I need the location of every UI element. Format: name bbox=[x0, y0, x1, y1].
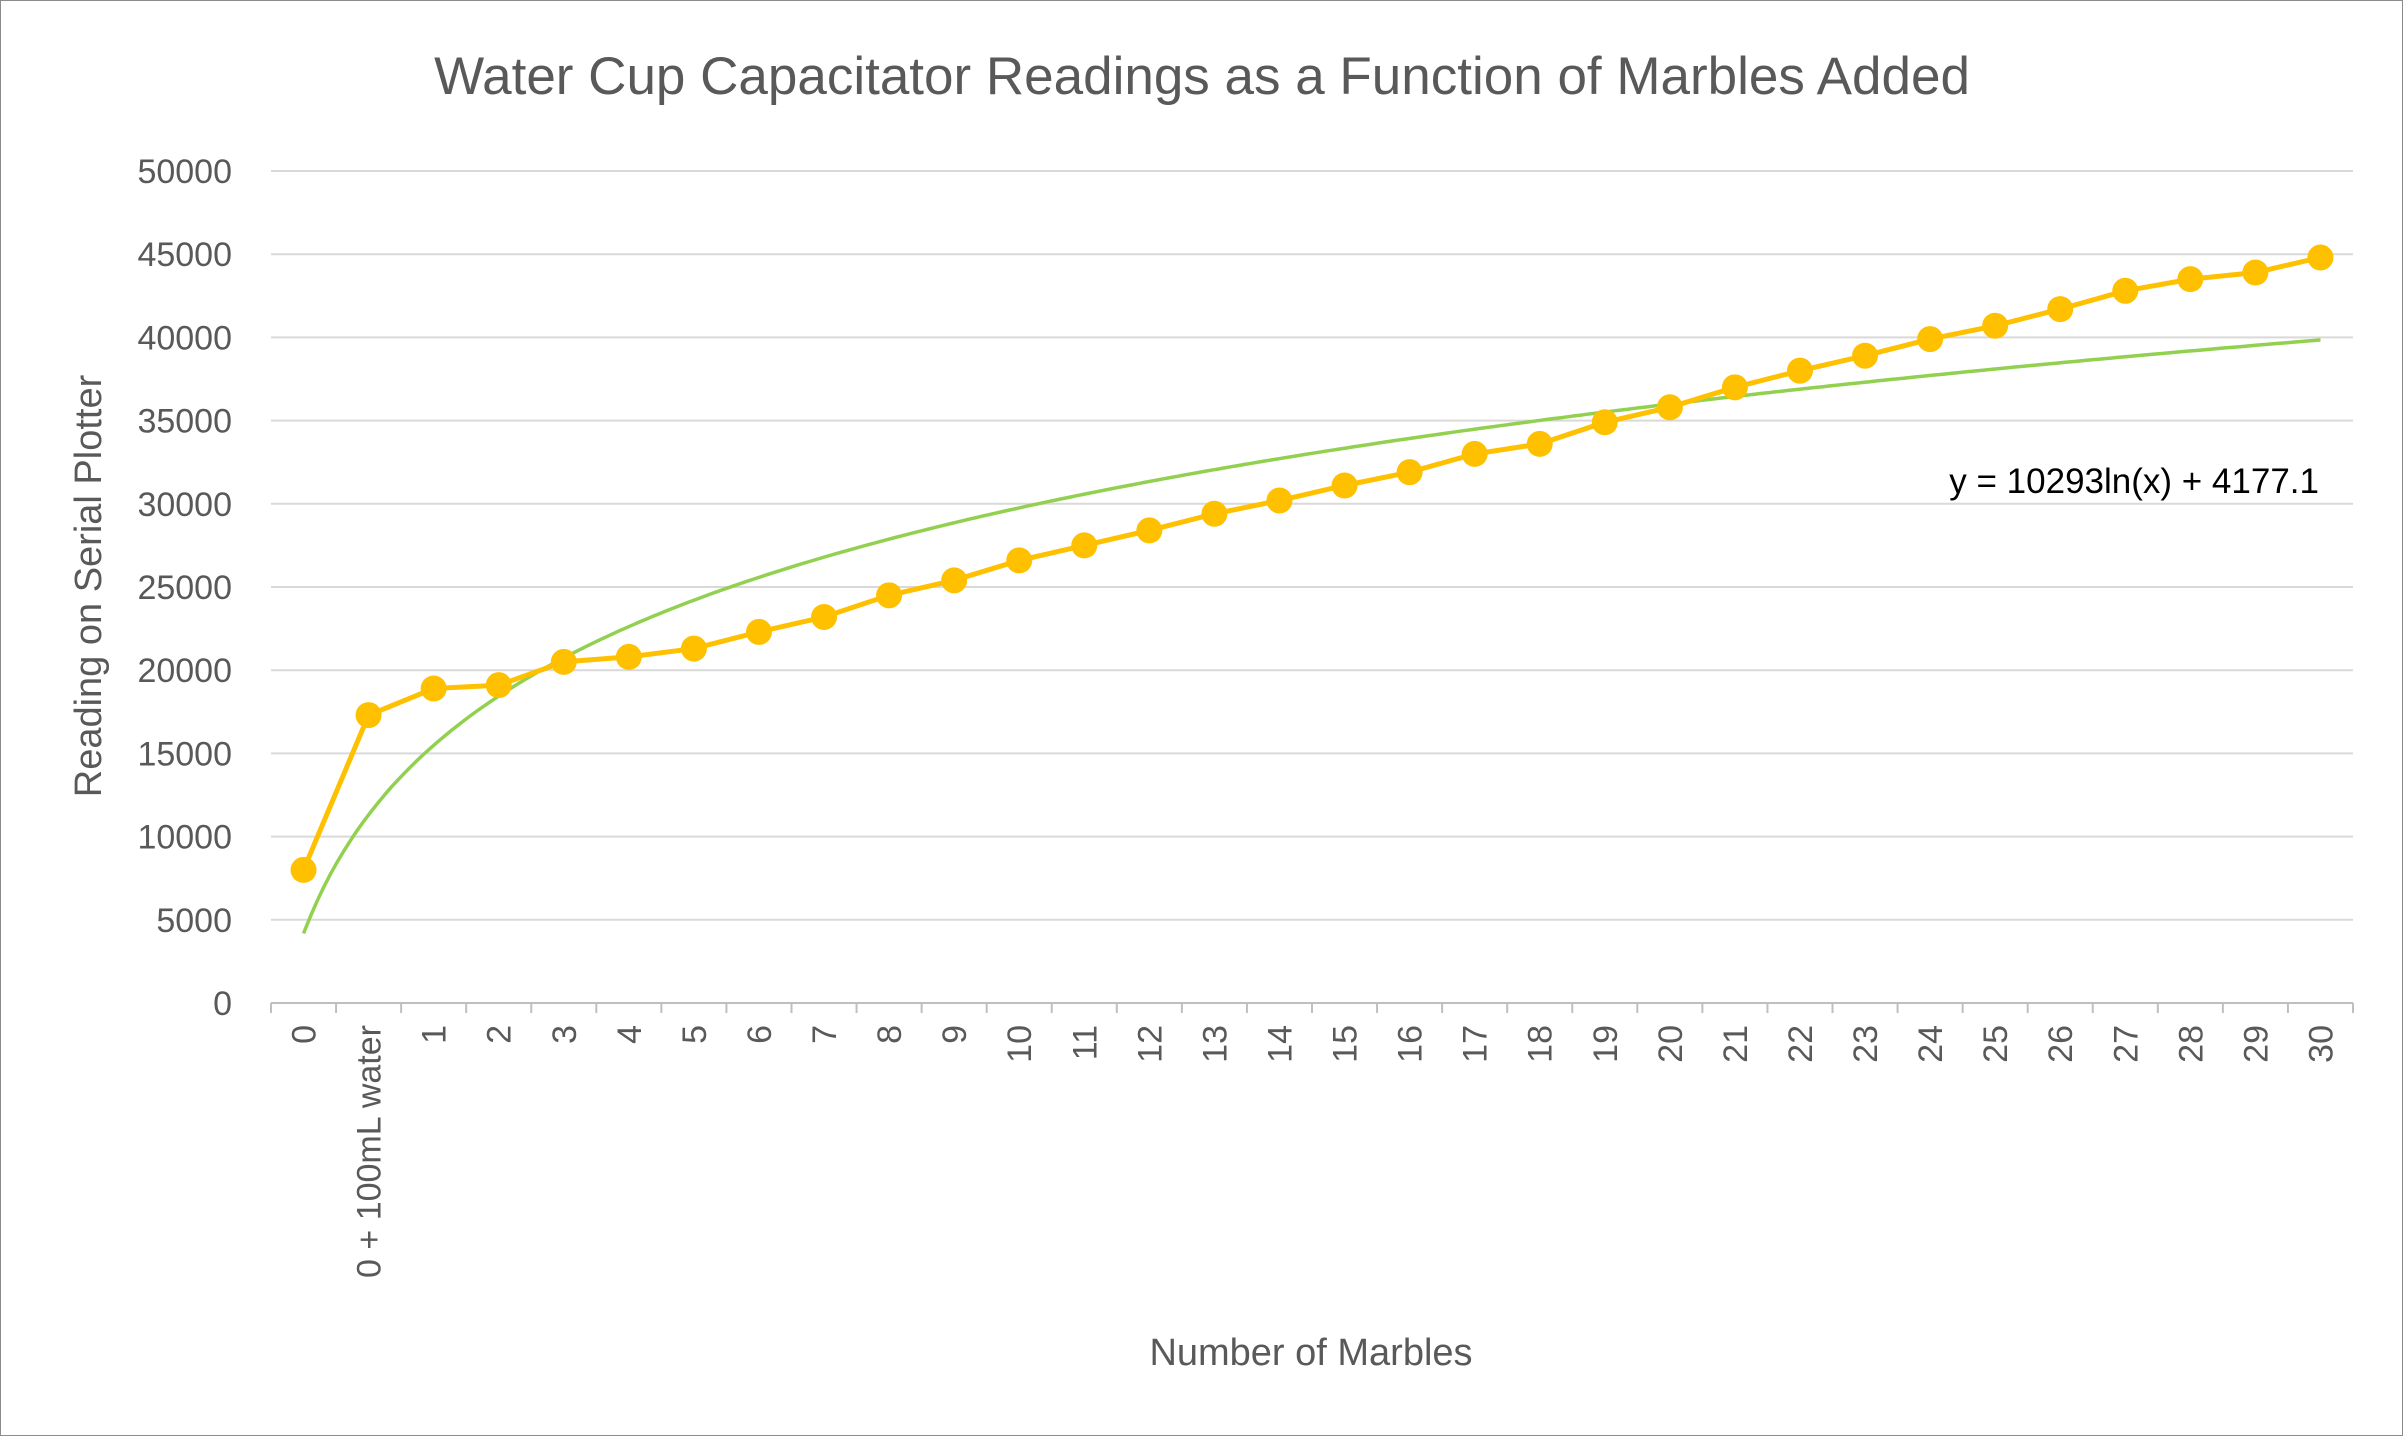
data-point bbox=[1721, 374, 1748, 401]
data-point bbox=[1071, 532, 1098, 559]
x-tick-label: 1 bbox=[416, 1025, 454, 1044]
y-axis-ticks: 0 5000 10000 15000 20000 25000 30000 35000 40000… bbox=[137, 153, 232, 1023]
data-point bbox=[1006, 547, 1033, 574]
y-tick-label: 40000 bbox=[137, 319, 232, 357]
x-tick-label: 23 bbox=[1847, 1025, 1885, 1063]
data-point bbox=[2242, 259, 2269, 286]
x-tick-label: 30 bbox=[2302, 1025, 2340, 1063]
data-point bbox=[1591, 409, 1618, 436]
y-tick-label: 30000 bbox=[137, 486, 232, 524]
x-tick-label: 25 bbox=[1977, 1025, 2015, 1063]
x-tick-label: 14 bbox=[1261, 1025, 1299, 1063]
x-tick-label: 21 bbox=[1717, 1025, 1755, 1063]
x-tick-label: 17 bbox=[1457, 1025, 1495, 1063]
series-line bbox=[301, 255, 2322, 871]
x-tick-label: 18 bbox=[1522, 1025, 1560, 1063]
data-point bbox=[1656, 394, 1683, 421]
data-point bbox=[2177, 266, 2204, 293]
data-point bbox=[2047, 296, 2074, 323]
y-tick-label: 20000 bbox=[137, 652, 232, 690]
y-tick-label: 35000 bbox=[137, 403, 232, 441]
x-tick-label: 7 bbox=[806, 1025, 844, 1044]
data-point bbox=[811, 603, 838, 630]
data-point bbox=[1786, 357, 1813, 384]
data-point bbox=[550, 648, 577, 675]
data-point bbox=[615, 643, 642, 670]
data-point bbox=[1266, 487, 1293, 514]
gridlines bbox=[271, 170, 2353, 1004]
data-point bbox=[1331, 472, 1358, 499]
y-tick-label: 50000 bbox=[137, 153, 232, 191]
data-point bbox=[290, 856, 317, 883]
x-tick-label: 24 bbox=[1912, 1025, 1950, 1063]
data-point bbox=[876, 582, 903, 609]
data-point bbox=[1201, 500, 1228, 527]
y-axis-label: Reading on Serial Plotter bbox=[68, 374, 110, 797]
x-tick-label: 2 bbox=[481, 1025, 519, 1044]
chart-title: Water Cup Capacitator Readings as a Func… bbox=[434, 47, 1970, 106]
x-tick-label: 19 bbox=[1587, 1025, 1625, 1063]
x-tick-label: 26 bbox=[2042, 1025, 2080, 1063]
trendline-equation: y = 10293ln(x) + 4177.1 bbox=[1949, 462, 2319, 501]
data-point bbox=[1396, 459, 1423, 486]
x-tick-label: 13 bbox=[1196, 1025, 1234, 1063]
x-tick-label: 22 bbox=[1782, 1025, 1820, 1063]
data-point bbox=[1982, 312, 2009, 339]
x-tick-label: 15 bbox=[1327, 1025, 1365, 1063]
data-point bbox=[1526, 430, 1553, 457]
data-point bbox=[1917, 326, 1944, 353]
x-tick-label: 0 + 100mL water bbox=[351, 1025, 389, 1278]
data-point bbox=[2112, 277, 2139, 304]
data-point bbox=[1461, 440, 1488, 467]
x-tick-label: 16 bbox=[1392, 1025, 1430, 1063]
data-point bbox=[745, 618, 772, 645]
x-tick-label: 3 bbox=[546, 1025, 584, 1044]
y-tick-label: 45000 bbox=[137, 236, 232, 274]
series-markers bbox=[290, 244, 2334, 883]
trendline bbox=[301, 338, 2321, 935]
x-tick-label: 11 bbox=[1066, 1025, 1104, 1060]
x-axis-label: Number of Marbles bbox=[1149, 1332, 1472, 1374]
y-tick-label: 15000 bbox=[137, 735, 232, 773]
x-tick-label: 8 bbox=[871, 1025, 909, 1044]
x-tick-label: 10 bbox=[1001, 1025, 1039, 1063]
data-point bbox=[2307, 244, 2334, 271]
x-tick-label: 28 bbox=[2172, 1025, 2210, 1063]
x-tick-label: 20 bbox=[1652, 1025, 1690, 1063]
data-point bbox=[1852, 342, 1879, 369]
x-tick-label: 29 bbox=[2237, 1025, 2275, 1063]
x-tick-label: 4 bbox=[611, 1025, 649, 1044]
data-point bbox=[1136, 517, 1163, 544]
x-tick-label: 12 bbox=[1131, 1025, 1169, 1063]
y-tick-label: 0 bbox=[213, 985, 232, 1023]
data-point bbox=[680, 635, 707, 662]
x-tick-label: 9 bbox=[936, 1025, 974, 1044]
data-point bbox=[420, 675, 447, 702]
y-tick-label: 25000 bbox=[137, 569, 232, 607]
x-tick-label: 27 bbox=[2107, 1025, 2145, 1063]
data-point bbox=[941, 567, 968, 594]
y-tick-label: 5000 bbox=[156, 902, 232, 940]
x-tick-label: 5 bbox=[676, 1025, 714, 1044]
x-tick-label: 0 bbox=[286, 1025, 324, 1044]
data-point bbox=[485, 672, 512, 699]
x-tick-label: 6 bbox=[741, 1025, 779, 1044]
y-tick-label: 10000 bbox=[137, 819, 232, 857]
data-point bbox=[355, 702, 382, 729]
